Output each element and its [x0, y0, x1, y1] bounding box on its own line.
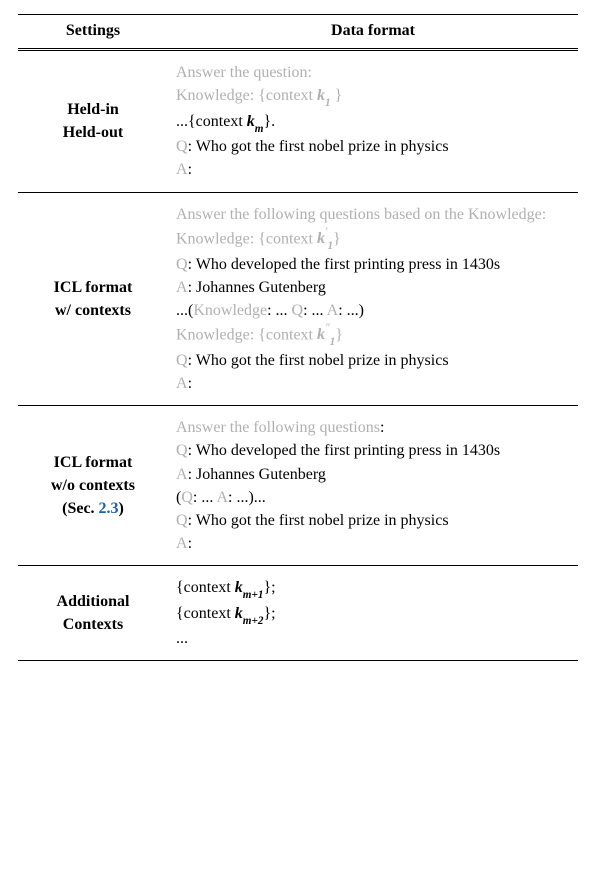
format-cell: Answer the following questions based on …	[168, 192, 578, 406]
table-row: Held-inHeld-out Answer the question:Know…	[18, 50, 578, 192]
settings-cell: AdditionalContexts	[18, 566, 168, 661]
col-header-settings: Settings	[18, 15, 168, 50]
format-cell: {context km+1};{context km+2};...	[168, 566, 578, 661]
settings-cell: ICL formatw/o contexts(Sec. 2.3)	[18, 406, 168, 566]
format-cell: Answer the question:Knowledge: {context …	[168, 50, 578, 192]
table-row: ICL formatw/ contexts Answer the followi…	[18, 192, 578, 406]
col-header-format: Data format	[168, 15, 578, 50]
data-format-table: Settings Data format Held-inHeld-out Ans…	[18, 14, 578, 661]
header-row: Settings Data format	[18, 15, 578, 50]
settings-cell: ICL formatw/ contexts	[18, 192, 168, 406]
format-cell: Answer the following questions:Q: Who de…	[168, 406, 578, 566]
table-row: AdditionalContexts {context km+1};{conte…	[18, 566, 578, 661]
table-row: ICL formatw/o contexts(Sec. 2.3) Answer …	[18, 406, 578, 566]
settings-cell: Held-inHeld-out	[18, 50, 168, 192]
